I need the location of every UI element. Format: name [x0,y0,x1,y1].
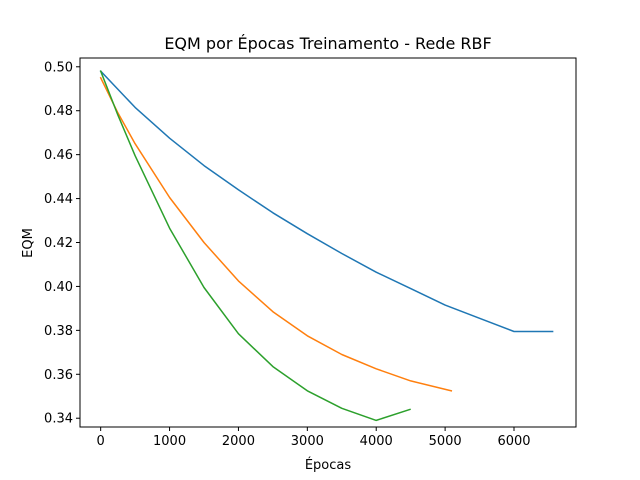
y-tick-label: 0.44 [44,192,73,207]
plot-area [99,70,554,422]
y-axis-title: EQM [21,228,36,258]
y-tick-label: 0.34 [44,412,73,427]
series-line-3 [99,70,411,422]
x-tick-label: 4000 [360,434,393,449]
y-tick-label: 0.40 [44,280,73,295]
x-tick-label: 3000 [291,434,324,449]
x-tick-label: 0 [97,434,105,449]
x-tick-label: 1000 [153,434,186,449]
y-tick-label: 0.36 [44,368,73,383]
x-axis: 0 1000 2000 3000 4000 5000 6000 [97,427,531,449]
chart-title: EQM por Épocas Treinamento - Rede RBF [164,34,491,53]
series-line-1 [99,70,554,333]
y-axis: 0.34 0.36 0.38 0.40 0.42 0.44 0.46 0.48 0.50 [44,60,80,427]
x-tick-label: 6000 [497,434,530,449]
y-tick-label: 0.46 [44,148,73,163]
x-tick-label: 2000 [222,434,255,449]
y-tick-label: 0.48 [44,104,73,119]
x-tick-label: 5000 [429,434,462,449]
series-line-2 [99,76,453,392]
x-axis-title: Épocas [305,457,352,473]
y-tick-label: 0.38 [44,324,73,339]
y-tick-label: 0.50 [44,60,73,75]
y-tick-label: 0.42 [44,236,73,251]
plot-frame [79,57,577,428]
